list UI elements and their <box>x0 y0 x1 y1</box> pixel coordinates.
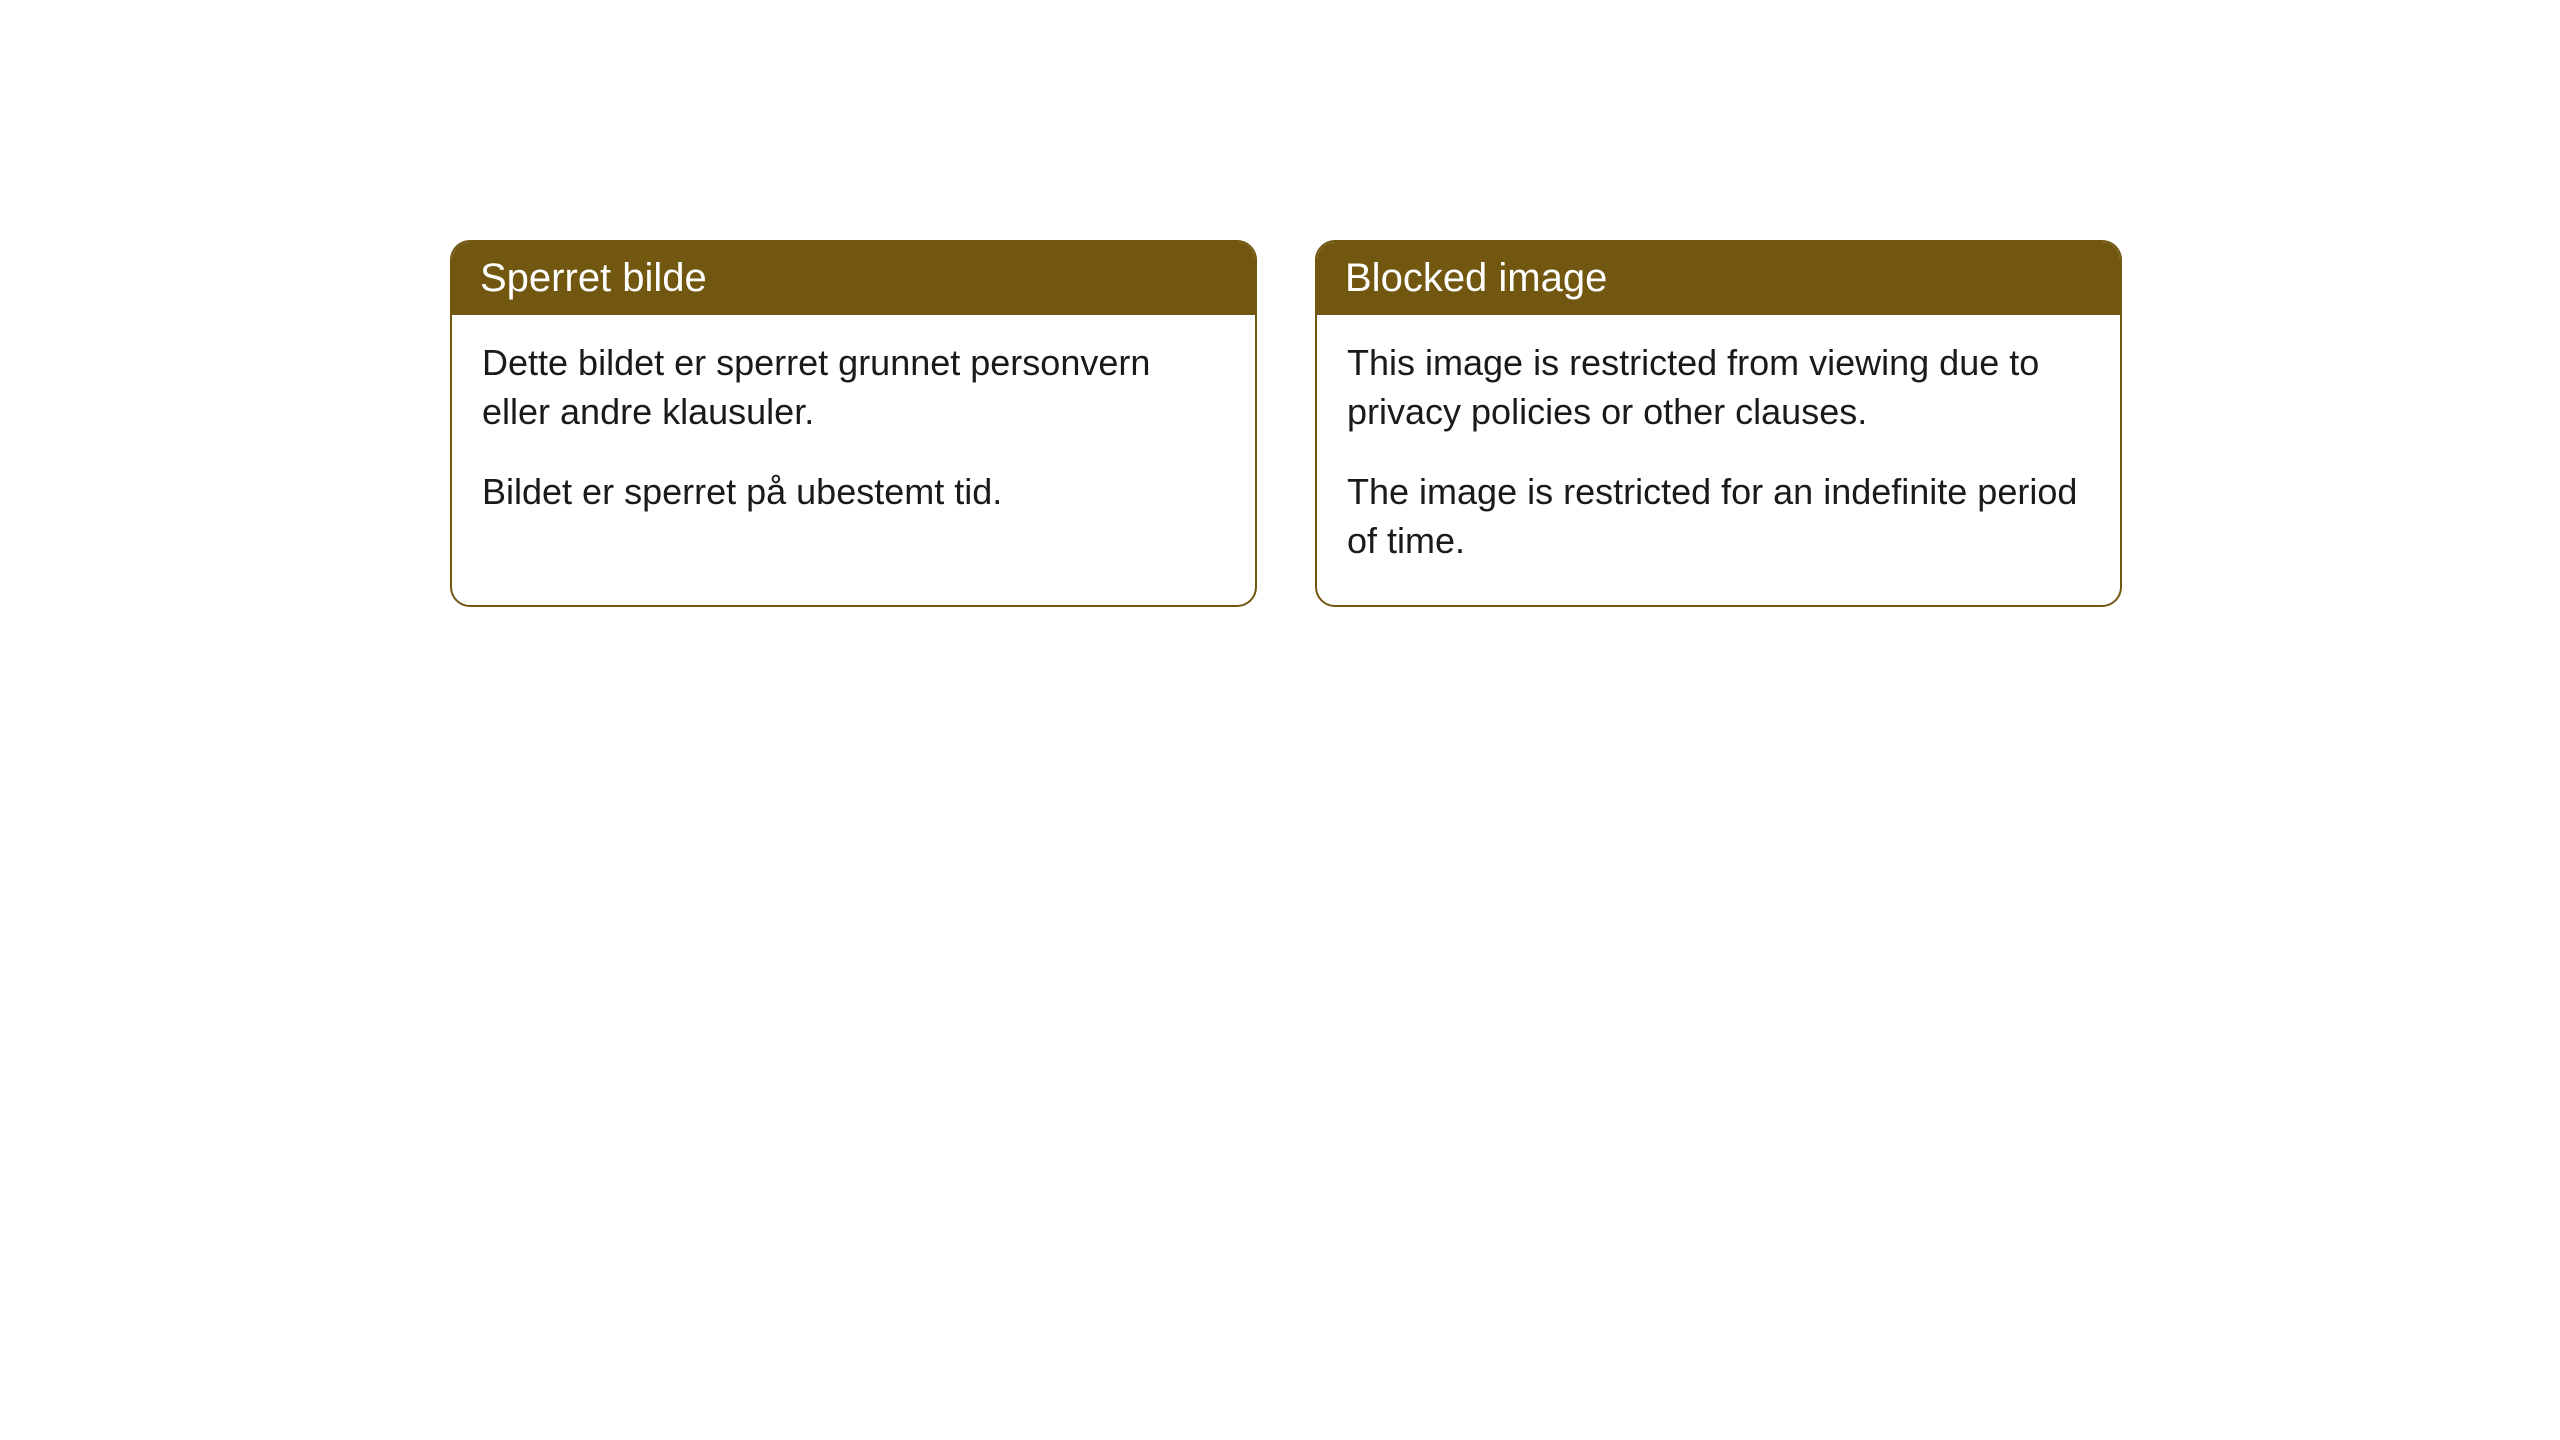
card-header: Sperret bilde <box>452 242 1255 315</box>
card-paragraph: Dette bildet er sperret grunnet personve… <box>482 339 1225 436</box>
card-body: Dette bildet er sperret grunnet personve… <box>452 315 1255 557</box>
card-body: This image is restricted from viewing du… <box>1317 315 2120 605</box>
blocked-image-card-english: Blocked image This image is restricted f… <box>1315 240 2122 607</box>
card-paragraph: This image is restricted from viewing du… <box>1347 339 2090 436</box>
blocked-image-card-norwegian: Sperret bilde Dette bildet er sperret gr… <box>450 240 1257 607</box>
card-title: Sperret bilde <box>480 256 707 300</box>
card-header: Blocked image <box>1317 242 2120 315</box>
card-paragraph: The image is restricted for an indefinit… <box>1347 468 2090 565</box>
notice-cards-container: Sperret bilde Dette bildet er sperret gr… <box>450 240 2560 607</box>
card-title: Blocked image <box>1345 256 1607 300</box>
card-paragraph: Bildet er sperret på ubestemt tid. <box>482 468 1225 517</box>
